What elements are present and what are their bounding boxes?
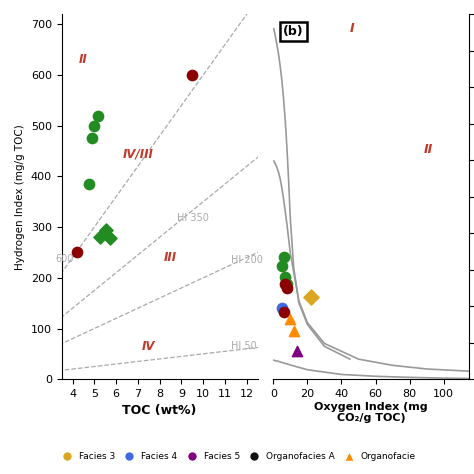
Point <box>102 226 110 234</box>
Text: III: III <box>164 251 177 264</box>
Text: I: I <box>350 22 355 36</box>
Point <box>278 304 286 312</box>
Legend: Facies 3, Facies 4, Facies 5, Organofacies A, Organofacie: Facies 3, Facies 4, Facies 5, Organofaci… <box>55 448 419 465</box>
Text: HI 200: HI 200 <box>231 255 264 264</box>
Text: II: II <box>423 143 432 156</box>
Point <box>307 293 315 301</box>
Point <box>293 347 301 355</box>
Point <box>189 71 196 79</box>
Point <box>286 315 294 323</box>
Text: IV: IV <box>142 340 155 353</box>
Text: HI 50: HI 50 <box>231 340 257 351</box>
Point <box>283 284 291 292</box>
Point <box>106 235 113 242</box>
Text: (b): (b) <box>283 25 304 38</box>
Text: HI 350: HI 350 <box>177 213 209 223</box>
Point <box>280 253 287 261</box>
Text: II: II <box>79 54 88 66</box>
Point <box>88 135 96 142</box>
Text: IV/III: IV/III <box>122 147 153 160</box>
Point <box>73 249 81 256</box>
Point <box>278 262 286 270</box>
Point <box>282 280 289 287</box>
Point <box>96 234 103 241</box>
Point <box>280 308 287 316</box>
Point <box>282 273 289 281</box>
X-axis label: Oxygen Index (mg
CO₂/g TOC): Oxygen Index (mg CO₂/g TOC) <box>314 401 428 423</box>
X-axis label: TOC (wt%): TOC (wt%) <box>122 404 197 418</box>
Point <box>283 281 291 288</box>
Point <box>91 122 98 129</box>
Point <box>94 112 101 119</box>
Y-axis label: Hydrogen Index (mg/g TOC): Hydrogen Index (mg/g TOC) <box>15 124 25 270</box>
Point <box>290 327 298 335</box>
Point <box>85 180 92 188</box>
Text: 600: 600 <box>55 254 73 264</box>
